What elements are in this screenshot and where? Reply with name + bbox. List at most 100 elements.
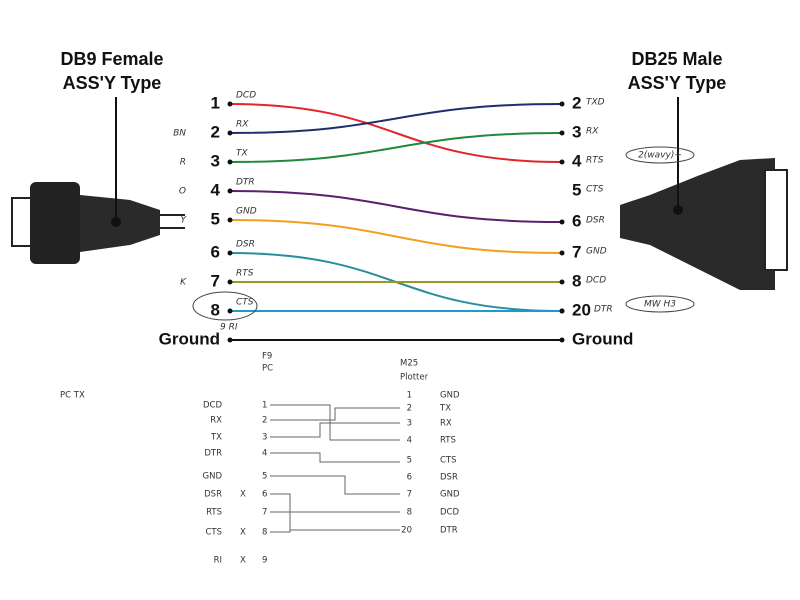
right-note: MW H3 — [644, 300, 676, 310]
sketch-left-subtitle: PC — [262, 364, 273, 374]
sketch-left-signal: DCD — [203, 401, 222, 411]
sketch-line — [270, 422, 400, 438]
sketch-left-signal: RI — [214, 556, 222, 566]
note-circle — [625, 146, 695, 164]
wire-end — [559, 337, 565, 343]
left-pin-number: 5 — [211, 209, 220, 228]
wire-end — [227, 217, 233, 223]
right-signal: RX — [586, 127, 599, 137]
wire — [229, 219, 563, 254]
wire-color-note: K — [180, 278, 187, 288]
ri-label: 9 RI — [220, 323, 238, 333]
sketch-right-subtitle: Plotter — [400, 373, 429, 383]
right-pin-number: 20 — [572, 300, 591, 319]
left-signal: DTR — [236, 178, 255, 188]
left-signal: DSR — [236, 240, 255, 250]
wire-end — [227, 159, 233, 165]
sketch-line — [270, 407, 400, 421]
sketch-left-signal: TX — [210, 433, 222, 443]
sketch-mark: X — [240, 490, 246, 500]
sketch-right-signal: GND — [440, 490, 460, 500]
sketch-right-pin: 5 — [407, 456, 412, 466]
sketch-right-pin: 2 — [407, 404, 412, 414]
sketch-left-pin: 3 — [262, 433, 267, 443]
sketch-left-signal: RTS — [206, 508, 222, 518]
left-signal: RX — [236, 120, 249, 130]
right-pin-number: 7 — [572, 242, 581, 261]
cts-circle — [192, 291, 258, 321]
sketch-right-title: M25 — [400, 359, 418, 369]
left-pin-number: 6 — [211, 242, 220, 261]
left-pin-number: 3 — [211, 151, 220, 170]
wire — [229, 103, 563, 134]
right-signal: TXD — [586, 98, 605, 108]
sketch-right-pin: 7 — [407, 490, 412, 500]
sketch-left-title: F9 — [262, 352, 272, 362]
wire-color-note: BN — [173, 129, 186, 139]
sketch-right-signal: CTS — [440, 456, 457, 466]
right-signal: CTS — [586, 185, 604, 195]
left-signal: DCD — [236, 91, 256, 101]
right-signal: DTR — [594, 305, 613, 315]
left-pin-number: Ground — [159, 329, 220, 348]
sketch-left-signal: RX — [210, 416, 222, 426]
right-pin-number: 4 — [572, 151, 582, 170]
sketch-right-signal: DTR — [440, 526, 458, 536]
right-signal: DSR — [586, 216, 605, 226]
wire-end — [227, 188, 233, 194]
sketch-right-pin: 20 — [401, 526, 412, 536]
right-title: DB25 Male — [631, 49, 722, 69]
wire-end — [227, 308, 233, 314]
sketch-left-pin: 2 — [262, 416, 267, 426]
right-signal: DCD — [586, 276, 606, 286]
wire-end — [227, 130, 233, 136]
sketch-line — [270, 475, 400, 495]
pin-labels: 1 DCD 2 RX BN 3 TX R 4 DTR O 5 GND Y 6 DSR 7 RTS K 8 CTS Grou… — [159, 91, 695, 348]
wire-end — [559, 130, 565, 136]
right-pin-number: Ground — [572, 329, 633, 348]
sketch-right-pin: 8 — [407, 508, 412, 518]
right-note: 2(wavy)+ — [638, 151, 682, 161]
sketch-right-pin: 1 — [407, 391, 412, 401]
right-pin-number: 8 — [572, 271, 581, 290]
sketch-left-signal: GND — [203, 472, 223, 482]
sketch-left-pin: 8 — [262, 528, 267, 538]
sketch-right-signal: RTS — [440, 436, 456, 446]
sketch-right-signal: RX — [440, 419, 452, 429]
sketch-line — [289, 494, 400, 531]
sketch-left-pin: 1 — [262, 401, 267, 411]
wire-color-note: Y — [181, 216, 188, 226]
left-pin-number: 4 — [211, 180, 221, 199]
right-signal: GND — [586, 247, 607, 257]
wire-color-note: R — [180, 158, 186, 168]
wire-end — [227, 250, 233, 256]
sketch-line — [270, 452, 400, 463]
left-pin-number: 1 — [211, 93, 220, 112]
wire-end — [559, 279, 565, 285]
left-signal: RTS — [236, 269, 254, 279]
db9-connector — [11, 97, 185, 264]
left-pin-number: 7 — [211, 271, 220, 290]
sketch-mark: X — [240, 528, 246, 538]
left-title: DB9 Female — [60, 49, 163, 69]
sketch-right-signal: TX — [439, 404, 451, 414]
sketch-mark: X — [240, 556, 246, 566]
left-subtitle: ASS'Y Type — [63, 73, 162, 93]
left-pin-number: 2 — [211, 122, 220, 141]
wire-end — [559, 308, 565, 314]
right-pin-number: 5 — [572, 180, 581, 199]
sketch-left-signal: DTR — [204, 449, 222, 459]
wire-end — [559, 250, 565, 256]
right-pin-number: 2 — [572, 93, 581, 112]
wire — [229, 190, 563, 223]
sketch-left-pin: 4 — [262, 449, 267, 459]
sketch-left-pin: 9 — [262, 556, 267, 566]
sketch-left-signal: DSR — [204, 490, 222, 500]
sketch-right-pin: 3 — [407, 419, 412, 429]
right-pin-number: 3 — [572, 122, 581, 141]
sketch-right-pin: 4 — [407, 436, 412, 446]
sketch-right-signal: DCD — [440, 508, 459, 518]
hand-sketch: F9 PC M25 Plotter PC TX DCD 1 RX 2 TX 3 DTR 4 GND 5 DSR… — [60, 352, 460, 566]
sketch-side-note: PC TX — [60, 391, 85, 401]
